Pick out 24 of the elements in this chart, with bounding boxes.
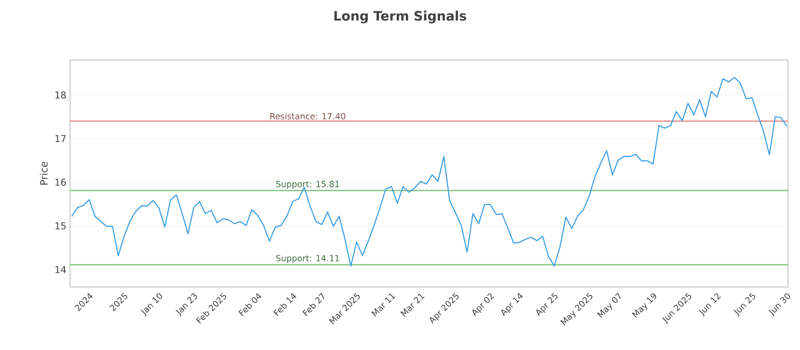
x-tick-label: Apr 25 xyxy=(536,292,558,316)
x-tick-label: Jan 10 xyxy=(140,293,162,317)
chart-title: Long Term Signals xyxy=(334,10,466,24)
y-tick-label: 16 xyxy=(55,178,66,186)
x-tick-label: Apr 02 xyxy=(472,293,494,316)
x-tick-label: Mar 21 xyxy=(400,294,424,317)
x-tick-label: Jan 23 xyxy=(176,293,198,317)
x-tick-label: Feb 14 xyxy=(273,293,296,316)
x-tick-label: Jun 30 xyxy=(768,293,790,317)
ref-line-label: Resistance: 17.40 xyxy=(270,112,346,120)
x-tick-label: Mar 11 xyxy=(371,294,396,317)
ref-line-label: Support: 15.81 xyxy=(276,180,340,189)
x-tick-label: Jun 12 xyxy=(698,293,721,317)
y-tick-label: 17 xyxy=(55,135,66,142)
line-series xyxy=(71,76,788,267)
ref-line-label: Support: 14.11 xyxy=(276,255,340,264)
y-axis-title: Price xyxy=(40,162,48,185)
y-tick-label: 15 xyxy=(55,222,66,230)
x-tick-label: Feb 04 xyxy=(238,293,262,316)
x-tick-label: Jun 25 xyxy=(734,292,756,317)
x-tick-label: Apr 14 xyxy=(501,292,523,316)
y-tick-label: 18 xyxy=(55,91,66,99)
y-tick-label: 14 xyxy=(55,266,66,273)
x-tick-label: Feb 27 xyxy=(302,292,324,316)
